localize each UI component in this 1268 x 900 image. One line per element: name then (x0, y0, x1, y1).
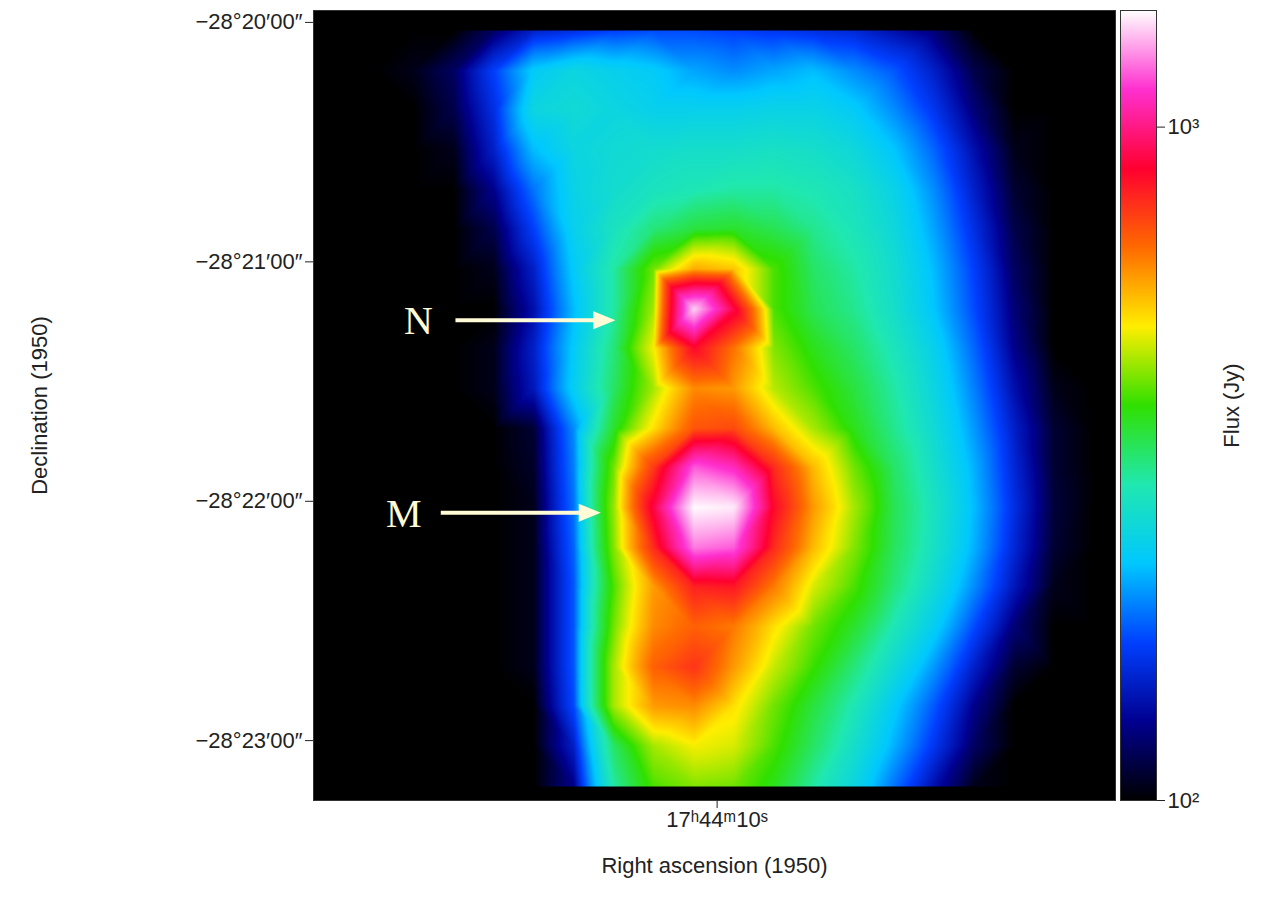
svg-text:−28°23′00″: −28°23′00″ (196, 728, 303, 753)
svg-text:10²: 10² (1168, 788, 1200, 813)
svg-text:N: N (404, 298, 433, 343)
svg-text:17ʰ44ᵐ10ˢ: 17ʰ44ᵐ10ˢ (666, 807, 768, 832)
svg-text:10³: 10³ (1168, 114, 1200, 139)
svg-text:Declination (1950): Declination (1950) (27, 316, 52, 495)
svg-text:M: M (386, 491, 422, 536)
svg-text:−28°20′00″: −28°20′00″ (196, 9, 303, 34)
svg-text:Flux (Jy): Flux (Jy) (1219, 363, 1244, 447)
svg-text:Right ascension (1950): Right ascension (1950) (601, 853, 827, 878)
svg-text:−28°21′00″: −28°21′00″ (196, 249, 303, 274)
svg-text:−28°22′00″: −28°22′00″ (196, 488, 303, 513)
